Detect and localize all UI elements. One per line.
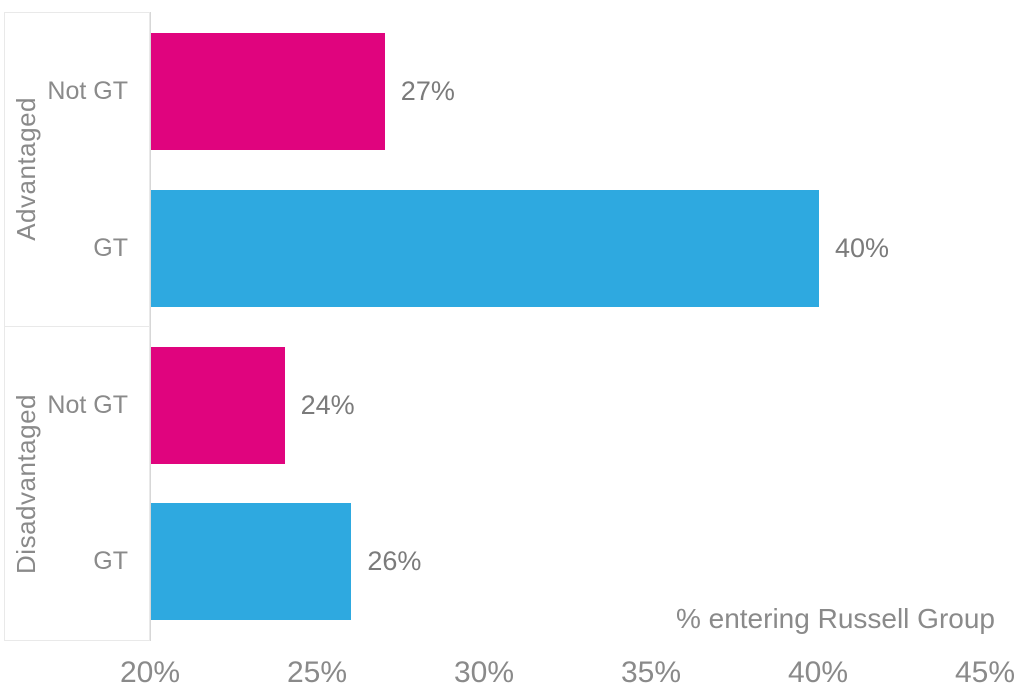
x-tick-30: 30%: [453, 656, 515, 689]
value-label-advantaged-gt: 40%: [835, 233, 890, 263]
bar-disadvantaged-not-gt: [151, 347, 285, 464]
group-separator-line: [4, 326, 151, 327]
category-label-advantaged-gt: GT: [93, 234, 128, 262]
category-label-advantaged-not-gt: Not GT: [47, 77, 128, 105]
bar-disadvantaged-gt: [151, 503, 352, 620]
value-label-advantaged-not-gt: 27%: [400, 76, 455, 106]
category-label-disadvantaged-gt: GT: [93, 547, 128, 575]
category-label-disadvantaged-not-gt: Not GT: [47, 391, 128, 419]
x-tick-20: 20%: [119, 656, 181, 689]
value-label-disadvantaged-gt: 26%: [367, 546, 422, 576]
x-tick-25: 25%: [286, 656, 348, 689]
category-axis-line: [150, 12, 151, 641]
bar-advantaged-gt: [151, 190, 819, 307]
x-tick-45: 45%: [954, 656, 1016, 689]
x-tick-40: 40%: [787, 656, 849, 689]
x-tick-35: 35%: [620, 656, 682, 689]
x-axis-title: % entering Russell Group: [675, 603, 995, 634]
bar-advantaged-not-gt: [151, 33, 385, 150]
value-label-disadvantaged-not-gt: 24%: [300, 390, 355, 420]
